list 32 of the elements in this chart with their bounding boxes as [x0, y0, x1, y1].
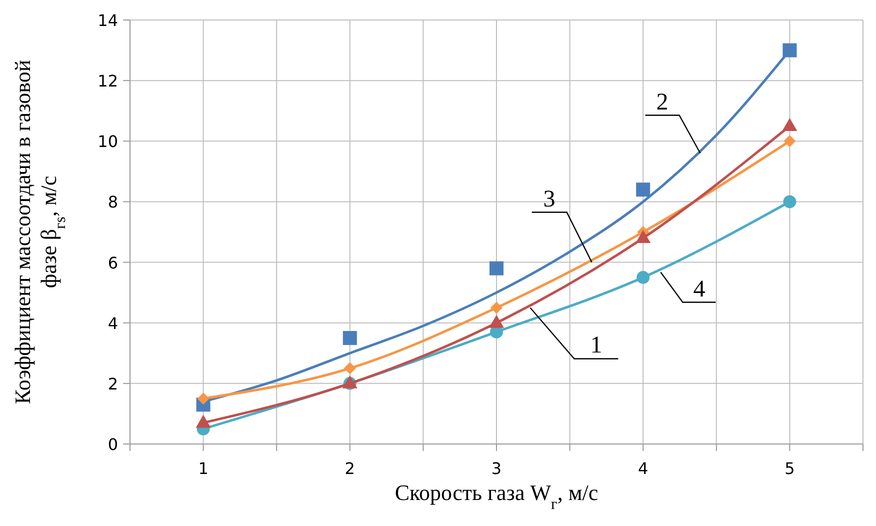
x-tick-label: 1 [198, 459, 208, 478]
point [784, 135, 796, 148]
point [489, 314, 504, 328]
x-tick-label: 2 [344, 459, 355, 478]
point [196, 414, 211, 428]
annotation: 1 [590, 332, 602, 359]
point [490, 302, 502, 314]
y-tick-label: 6 [108, 253, 118, 272]
y-tick-label: 14 [98, 11, 118, 30]
point [490, 261, 504, 276]
x-tick-label: 5 [784, 459, 795, 478]
point [636, 230, 651, 244]
x-tick-label: 4 [638, 459, 648, 478]
point [636, 182, 650, 197]
point [783, 195, 796, 208]
point [782, 118, 798, 131]
y-tick-label: 4 [108, 314, 118, 333]
y-tick-label: 2 [108, 374, 118, 394]
annotation: 4 [693, 276, 706, 302]
point [197, 392, 210, 405]
y-tick-label: 12 [98, 72, 118, 91]
point [344, 362, 356, 374]
point [636, 270, 650, 284]
point [342, 331, 357, 345]
y-tick-label: 10 [98, 132, 118, 152]
annotation: 2 [656, 89, 668, 116]
y-tick-label: 8 [108, 192, 118, 212]
y-tick-label: 0 [108, 435, 118, 454]
point [782, 43, 797, 58]
x-axis-title: Скорость газа W$_{г}$, м/с [394, 480, 598, 512]
annotation: 3 [543, 186, 556, 212]
x-tick-label: 3 [491, 459, 502, 478]
